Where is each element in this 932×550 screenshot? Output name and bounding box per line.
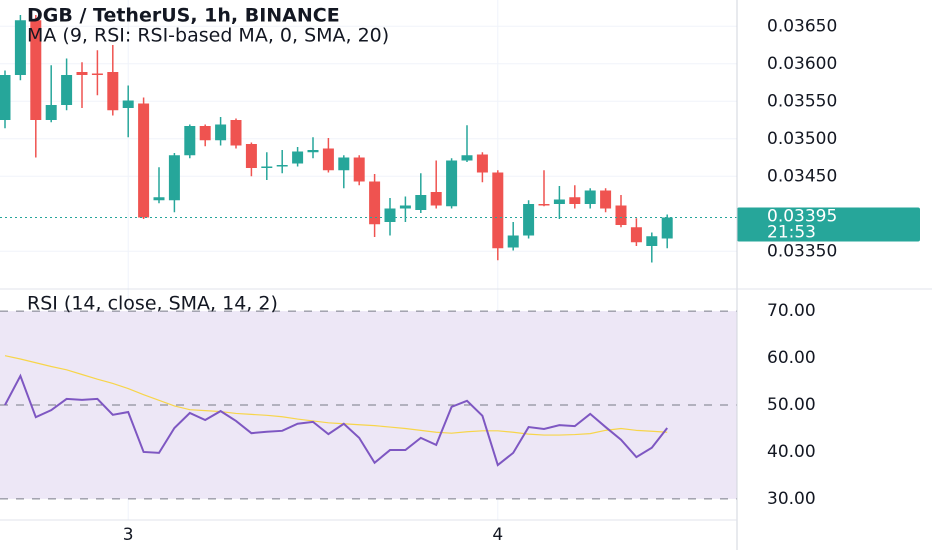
candle-body bbox=[230, 120, 242, 146]
rsi-line bbox=[4, 373, 668, 467]
candle-body bbox=[553, 199, 565, 204]
candle-body bbox=[199, 126, 211, 141]
candle-body bbox=[369, 181, 381, 225]
candle-body bbox=[245, 144, 257, 168]
candle-body bbox=[107, 72, 119, 111]
y-tick-label: 0.03650 bbox=[767, 16, 837, 36]
candle-body bbox=[384, 208, 396, 222]
candle-body bbox=[569, 197, 581, 204]
candle-body bbox=[584, 190, 596, 204]
y-tick-label: 50.00 bbox=[767, 395, 816, 415]
y-tick-label: 60.00 bbox=[767, 348, 816, 368]
candle-body bbox=[646, 236, 658, 246]
candle-body bbox=[322, 148, 334, 171]
y-tick-label: 0.03600 bbox=[767, 54, 837, 74]
candle-body bbox=[507, 235, 519, 248]
rsi-ma-line bbox=[4, 355, 668, 436]
candle-body bbox=[600, 190, 612, 209]
candle-body bbox=[292, 151, 304, 164]
candle-body bbox=[122, 100, 134, 108]
rsi-legend: RSI (14, close, SMA, 14, 2) bbox=[27, 293, 278, 315]
candle-body bbox=[45, 105, 57, 120]
indicator-legend: MA (9, RSI: RSI-based MA, 0, SMA, 20) bbox=[27, 25, 389, 47]
candle-body bbox=[138, 103, 150, 218]
candle-body bbox=[461, 155, 473, 161]
y-tick-label: 40.00 bbox=[767, 442, 816, 462]
candle-body bbox=[476, 154, 488, 173]
y-tick-label: 0.03500 bbox=[767, 129, 837, 149]
candle-body bbox=[353, 157, 365, 182]
candle-body bbox=[492, 172, 504, 249]
candle-body bbox=[523, 204, 535, 236]
candle-body bbox=[14, 20, 26, 75]
candle-body bbox=[61, 75, 73, 105]
candle-body bbox=[0, 75, 11, 120]
y-tick-label: 0.03550 bbox=[767, 91, 837, 111]
price-tag-label: 0.03395 bbox=[767, 207, 837, 227]
y-tick-label: 0.03450 bbox=[767, 166, 837, 186]
candle-body bbox=[76, 72, 88, 75]
x-tick-label: 4 bbox=[492, 525, 503, 545]
candle-body bbox=[615, 205, 627, 225]
countdown-label: 21:53 bbox=[767, 223, 816, 243]
candle-body bbox=[261, 166, 273, 168]
candle-body bbox=[215, 124, 227, 141]
candle-body bbox=[415, 195, 427, 210]
candle-body bbox=[661, 217, 673, 239]
y-tick-label: 30.00 bbox=[767, 489, 816, 509]
candle-body bbox=[430, 192, 442, 206]
candle-body bbox=[91, 73, 103, 75]
candle-body bbox=[168, 155, 180, 201]
candle-body bbox=[338, 157, 350, 171]
x-tick-label: 3 bbox=[123, 525, 134, 545]
y-tick-label: 0.03350 bbox=[767, 241, 837, 261]
candle-body bbox=[307, 150, 319, 153]
price-tag bbox=[737, 207, 920, 242]
chart-title: DGB / TetherUS, 1h, BINANCE bbox=[27, 5, 340, 27]
candle-body bbox=[276, 165, 288, 167]
candle-body bbox=[153, 197, 165, 201]
candle-body bbox=[446, 160, 458, 207]
y-tick-label: 70.00 bbox=[767, 301, 816, 321]
candle-body bbox=[630, 227, 642, 243]
candle-body bbox=[399, 205, 411, 209]
candle-body bbox=[184, 126, 196, 156]
candle-body bbox=[538, 204, 550, 206]
candle-body bbox=[30, 20, 42, 120]
